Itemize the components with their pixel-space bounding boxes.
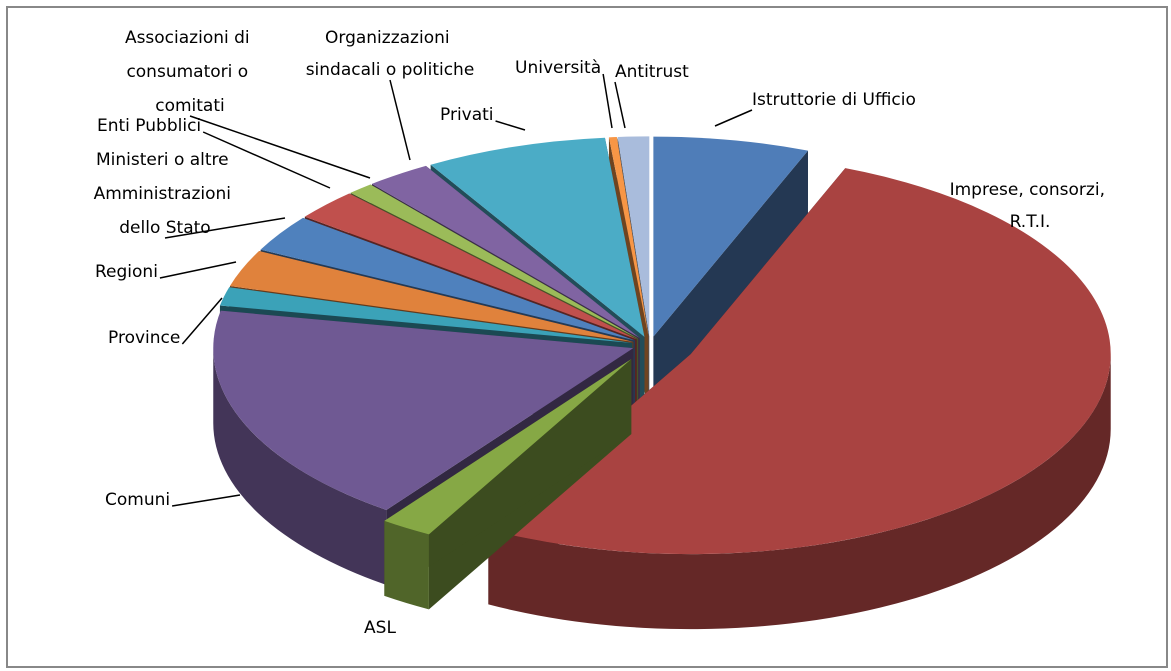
- leader-line: [171, 494, 241, 507]
- category-label: Privati: [440, 105, 494, 125]
- category-label: Istruttorie di Ufficio: [752, 90, 916, 110]
- slice: [617, 136, 650, 337]
- category-label: Ministeri o altre Amministrazioni dello …: [94, 150, 237, 238]
- leader-line: [159, 261, 237, 279]
- leader-line: [614, 81, 626, 129]
- slice: [384, 359, 632, 610]
- category-label: Enti Pubblici: [97, 116, 201, 136]
- leader-line: [389, 79, 411, 161]
- slice: [488, 168, 1111, 630]
- category-label: Comuni: [105, 490, 170, 510]
- slice-radial-face: [653, 150, 808, 412]
- leader-line: [202, 131, 331, 189]
- slice-side: [213, 348, 387, 585]
- leader-line: [495, 120, 526, 131]
- category-label: ASL: [364, 618, 396, 638]
- slice: [229, 251, 634, 342]
- category-label: Imprese, consorzi, R.T.I.: [950, 180, 1111, 232]
- slice-side: [488, 354, 1111, 630]
- slice: [430, 137, 645, 337]
- leader-line: [181, 297, 223, 345]
- slice: [371, 165, 640, 338]
- slice-side: [384, 520, 429, 610]
- slice: [304, 193, 637, 340]
- leader-line: [714, 109, 753, 127]
- slice: [350, 184, 639, 339]
- category-label: Antitrust: [615, 62, 689, 82]
- slice-radial-face: [384, 359, 632, 596]
- slice: [213, 310, 634, 510]
- leader-line: [189, 115, 371, 179]
- slice: [488, 168, 1111, 555]
- category-label: Regioni: [95, 262, 158, 282]
- category-label: Associazioni di consumatori o comitati: [125, 28, 255, 116]
- slice: [384, 359, 632, 535]
- slice: [260, 217, 635, 341]
- slice: [653, 136, 808, 337]
- leader-line: [602, 73, 613, 129]
- slice: [653, 136, 808, 412]
- leader-line: [164, 217, 286, 239]
- category-label: Province: [108, 328, 180, 348]
- slice: [219, 287, 633, 343]
- slice: [608, 137, 649, 337]
- category-label: Organizzazioni sindacali o politiche: [306, 28, 475, 80]
- category-label: Università: [515, 58, 601, 78]
